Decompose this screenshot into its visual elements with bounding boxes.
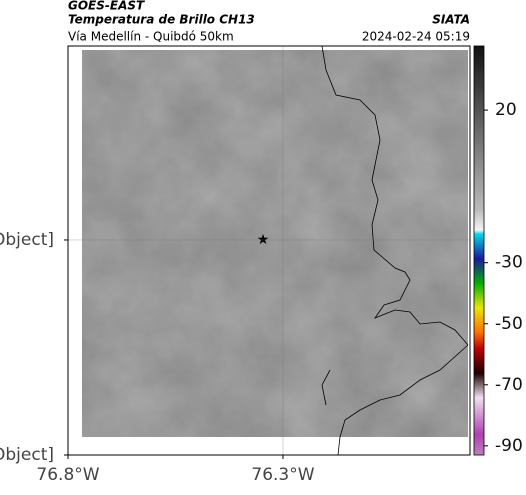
agency: SIATA <box>432 13 470 27</box>
colorbar-tick-label: 20 <box>495 100 517 120</box>
colorbar-tick-label: -70 <box>495 375 523 395</box>
colorbar-tick-label: -90 <box>495 436 523 456</box>
map-frame <box>67 45 471 456</box>
border-line <box>337 344 469 455</box>
colorbar <box>473 45 485 456</box>
title: GOES-EAST <box>68 0 145 13</box>
x-tick-label: 76.3°W <box>251 465 314 485</box>
colorbar-tick-label: -30 <box>495 253 523 273</box>
route: Vía Medellín - Quibdó 50km <box>68 30 234 44</box>
y-tick-label: [object Object] <box>0 445 54 465</box>
border-line <box>321 369 331 406</box>
colorbar-tick-label: -50 <box>495 314 523 334</box>
border-line <box>321 46 469 346</box>
subtitle: Temperatura de Brillo CH13 <box>68 13 255 27</box>
y-tick-label: [object Object] <box>0 230 54 250</box>
cloud-texture <box>82 50 468 437</box>
datetime: 2024-02-24 05:19 <box>362 30 470 44</box>
satellite-image: ★ <box>82 46 469 455</box>
x-tick-label: 76.8°W <box>36 465 99 485</box>
